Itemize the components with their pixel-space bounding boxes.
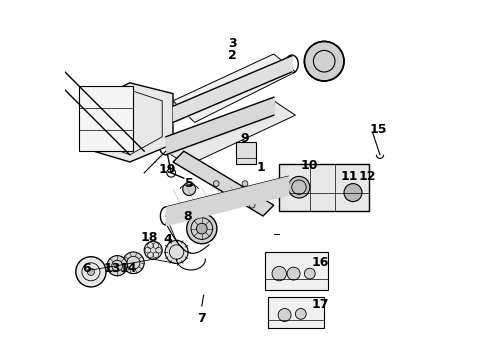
Text: 12: 12 xyxy=(359,170,376,183)
Text: 10: 10 xyxy=(301,159,318,172)
Text: 16: 16 xyxy=(312,256,329,269)
Bar xyxy=(279,164,369,211)
Circle shape xyxy=(295,309,306,319)
Circle shape xyxy=(196,223,207,234)
Circle shape xyxy=(344,184,362,202)
Text: 13: 13 xyxy=(103,262,121,275)
Polygon shape xyxy=(166,101,295,166)
Circle shape xyxy=(76,257,106,287)
Bar xyxy=(79,86,133,151)
Circle shape xyxy=(288,176,310,198)
Text: 3: 3 xyxy=(228,37,237,50)
Circle shape xyxy=(144,241,162,259)
Circle shape xyxy=(183,183,196,195)
Circle shape xyxy=(213,181,219,186)
Circle shape xyxy=(187,213,217,244)
Polygon shape xyxy=(173,54,295,122)
Circle shape xyxy=(220,202,226,208)
Text: 5: 5 xyxy=(185,177,194,190)
Circle shape xyxy=(304,268,315,279)
Text: 1: 1 xyxy=(257,161,266,174)
Polygon shape xyxy=(173,151,274,216)
Circle shape xyxy=(278,309,291,321)
Text: 17: 17 xyxy=(312,298,329,311)
Text: 8: 8 xyxy=(183,210,192,222)
Text: 9: 9 xyxy=(241,132,249,145)
Text: 2: 2 xyxy=(228,49,237,62)
Text: 15: 15 xyxy=(369,123,387,136)
Text: 4: 4 xyxy=(163,233,172,246)
Text: 19: 19 xyxy=(159,163,176,176)
Circle shape xyxy=(287,267,300,280)
Circle shape xyxy=(242,181,248,186)
Text: 14: 14 xyxy=(119,262,137,275)
Circle shape xyxy=(272,266,286,281)
Text: 6: 6 xyxy=(82,262,91,275)
Text: 18: 18 xyxy=(141,231,158,244)
Bar xyxy=(265,252,328,290)
Bar xyxy=(236,142,256,164)
Text: 11: 11 xyxy=(341,170,358,183)
Circle shape xyxy=(107,256,127,276)
Circle shape xyxy=(304,41,344,81)
Circle shape xyxy=(122,252,144,274)
Text: 7: 7 xyxy=(197,312,206,325)
Bar xyxy=(269,297,324,328)
Circle shape xyxy=(87,268,95,275)
Circle shape xyxy=(249,202,255,208)
Polygon shape xyxy=(94,83,173,162)
Circle shape xyxy=(165,240,188,264)
